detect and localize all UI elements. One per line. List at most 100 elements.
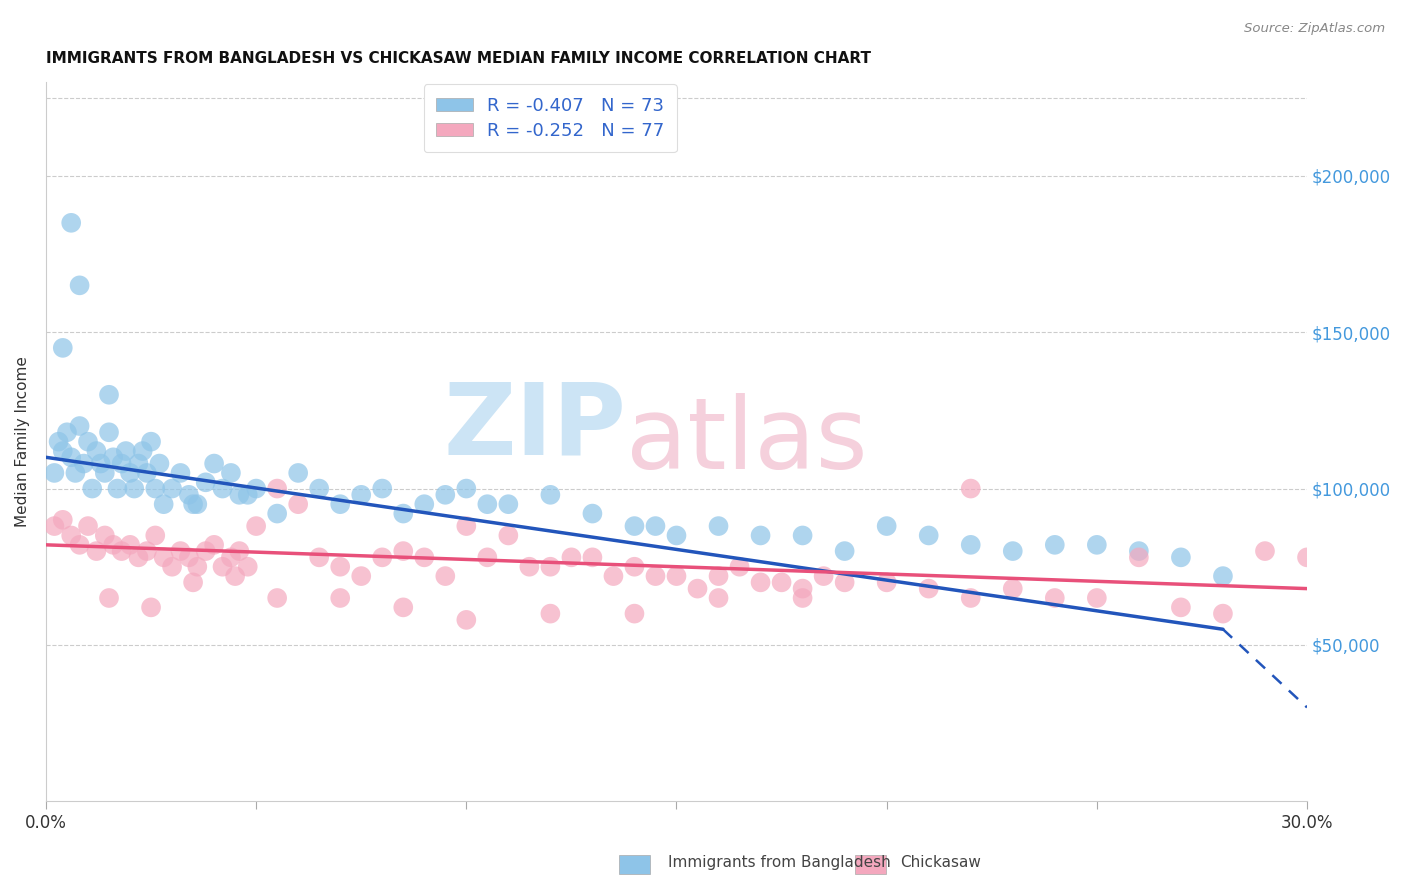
Point	[127, 550, 149, 565]
Point	[48, 434, 70, 449]
Point	[98, 388, 121, 402]
Point	[115, 444, 138, 458]
Point	[152, 550, 174, 565]
Point	[644, 519, 666, 533]
Point	[538, 607, 561, 621]
Point	[69, 419, 91, 434]
Point	[1170, 600, 1192, 615]
Point	[644, 569, 666, 583]
Point	[103, 450, 125, 465]
Point	[202, 538, 225, 552]
Point	[749, 528, 772, 542]
Point	[413, 550, 436, 565]
Text: atlas: atlas	[626, 393, 868, 491]
Point	[456, 519, 478, 533]
Point	[211, 559, 233, 574]
Point	[287, 497, 309, 511]
Point	[834, 575, 856, 590]
Point	[56, 425, 79, 440]
Point	[186, 559, 208, 574]
Point	[202, 457, 225, 471]
Legend: R = -0.407   N = 73, R = -0.252   N = 77: R = -0.407 N = 73, R = -0.252 N = 77	[423, 84, 676, 153]
Point	[52, 444, 75, 458]
Point	[813, 569, 835, 583]
Point	[139, 434, 162, 449]
Point	[194, 475, 217, 490]
Point	[86, 544, 108, 558]
Point	[707, 591, 730, 605]
Point	[728, 559, 751, 574]
Point	[413, 497, 436, 511]
Point	[959, 591, 981, 605]
Text: ZIP: ZIP	[443, 379, 626, 475]
Text: Chickasaw: Chickasaw	[900, 855, 981, 870]
Point	[135, 544, 157, 558]
Point	[498, 497, 520, 511]
Point	[94, 466, 117, 480]
Point	[228, 488, 250, 502]
Point	[959, 482, 981, 496]
Point	[69, 538, 91, 552]
Point	[152, 497, 174, 511]
Point	[792, 591, 814, 605]
Point	[224, 569, 246, 583]
Point	[94, 528, 117, 542]
Point	[959, 538, 981, 552]
Point	[1001, 544, 1024, 558]
Point	[560, 550, 582, 565]
Point	[1128, 544, 1150, 558]
Point	[211, 482, 233, 496]
Point	[236, 488, 259, 502]
Point	[392, 600, 415, 615]
Point	[1043, 591, 1066, 605]
Point	[876, 519, 898, 533]
Point	[177, 488, 200, 502]
Point	[135, 466, 157, 480]
Point	[876, 575, 898, 590]
Point	[371, 550, 394, 565]
Point	[98, 425, 121, 440]
Text: Source: ZipAtlas.com: Source: ZipAtlas.com	[1244, 22, 1385, 36]
Point	[60, 528, 83, 542]
Point	[329, 559, 352, 574]
Point	[148, 457, 170, 471]
Point	[1296, 550, 1319, 565]
Point	[181, 497, 204, 511]
Point	[160, 559, 183, 574]
Text: Immigrants from Bangladesh: Immigrants from Bangladesh	[668, 855, 890, 870]
Point	[792, 528, 814, 542]
Point	[127, 457, 149, 471]
Point	[52, 341, 75, 355]
Point	[44, 519, 66, 533]
Point	[350, 569, 373, 583]
Point	[519, 559, 541, 574]
Point	[581, 507, 603, 521]
Point	[308, 482, 330, 496]
Point	[52, 513, 75, 527]
Point	[177, 550, 200, 565]
Point	[77, 434, 100, 449]
Point	[169, 466, 191, 480]
Point	[103, 538, 125, 552]
Point	[1043, 538, 1066, 552]
Point	[749, 575, 772, 590]
Point	[73, 457, 96, 471]
Point	[118, 466, 141, 480]
Point	[44, 466, 66, 480]
Point	[131, 444, 153, 458]
Point	[918, 582, 941, 596]
Point	[219, 466, 242, 480]
Point	[665, 569, 688, 583]
Point	[1212, 607, 1234, 621]
Point	[329, 497, 352, 511]
Point	[82, 482, 104, 496]
Point	[538, 559, 561, 574]
Point	[392, 544, 415, 558]
Point	[111, 457, 134, 471]
Point	[287, 466, 309, 480]
Point	[686, 582, 709, 596]
Point	[1085, 538, 1108, 552]
Point	[456, 613, 478, 627]
Point	[477, 550, 499, 565]
Point	[1212, 569, 1234, 583]
